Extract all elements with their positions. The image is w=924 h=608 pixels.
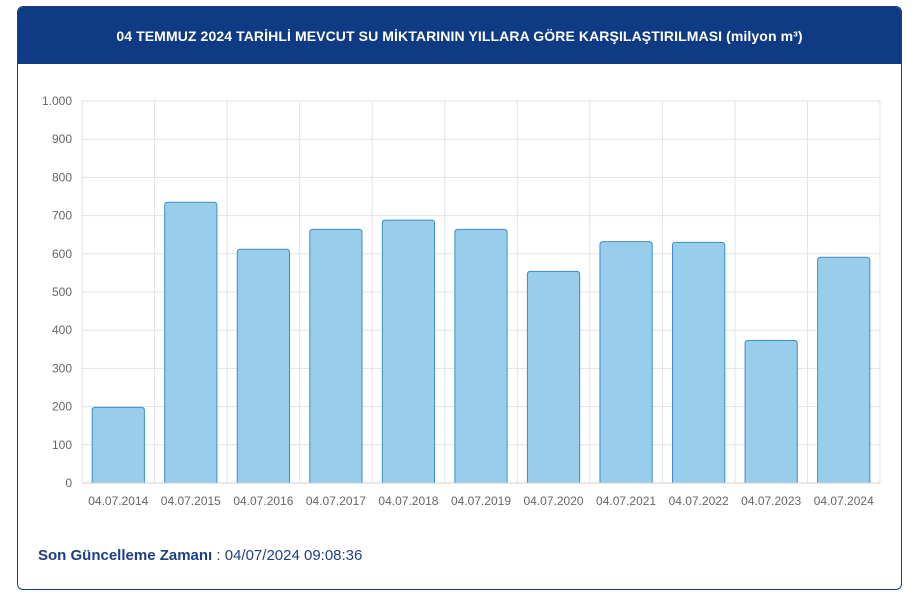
last-update-separator: :	[212, 547, 225, 564]
y-tick-label: 0	[65, 476, 72, 490]
chart-title: 04 TEMMUZ 2024 TARİHLİ MEVCUT SU MİKTARI…	[116, 27, 803, 44]
x-tick-label: 04.07.2019	[451, 494, 511, 508]
y-tick-label: 100	[52, 438, 72, 452]
x-tick-label: 04.07.2021	[596, 494, 656, 508]
last-update: Son Güncelleme Zamanı : 04/07/2024 09:08…	[38, 547, 362, 564]
x-tick-label: 04.07.2015	[161, 494, 221, 508]
chart-card: 04 TEMMUZ 2024 TARİHLİ MEVCUT SU MİKTARI…	[17, 6, 902, 590]
y-tick-label: 800	[52, 170, 72, 184]
last-update-label: Son Güncelleme Zamanı	[38, 547, 213, 564]
x-tick-label: 04.07.2023	[741, 494, 801, 508]
x-tick-label: 04.07.2018	[378, 494, 438, 508]
y-tick-label: 1.000	[42, 94, 72, 108]
x-tick-label: 04.07.2017	[306, 494, 366, 508]
bar	[381, 219, 436, 484]
y-tick-label: 500	[52, 285, 72, 299]
x-tick-label: 04.07.2016	[233, 494, 293, 508]
bar	[526, 270, 581, 484]
chart-area: 0 100 200 300 400 500 600 700 800 900 1.000 04.07.2…	[18, 64, 901, 524]
x-tick-label: 04.07.2014	[88, 494, 148, 508]
chart-title-bar: 04 TEMMUZ 2024 TARİHLİ MEVCUT SU MİKTARI…	[18, 7, 901, 64]
bar	[817, 256, 871, 484]
bar	[164, 201, 218, 484]
bar	[744, 340, 798, 484]
x-tick-label: 04.07.2024	[814, 494, 874, 508]
bar	[672, 241, 726, 484]
x-tick-label: 04.07.2020	[524, 494, 584, 508]
y-tick-label: 700	[52, 209, 72, 223]
last-update-value: 04/07/2024 09:08:36	[224, 547, 363, 564]
y-tick-label: 600	[52, 247, 72, 261]
x-tick-label: 04.07.2022	[669, 494, 729, 508]
bar	[309, 228, 363, 484]
y-tick-label: 200	[52, 400, 72, 414]
bar-chart: 0 100 200 300 400 500 600 700 800 900 1.000 04.07.2…	[42, 94, 881, 508]
bar	[236, 248, 290, 484]
bar	[91, 406, 145, 484]
y-tick-label: 400	[52, 323, 72, 337]
y-tick-label: 900	[52, 132, 72, 146]
bar	[454, 228, 508, 484]
y-tick-label: 300	[52, 361, 72, 375]
bar	[599, 241, 653, 484]
